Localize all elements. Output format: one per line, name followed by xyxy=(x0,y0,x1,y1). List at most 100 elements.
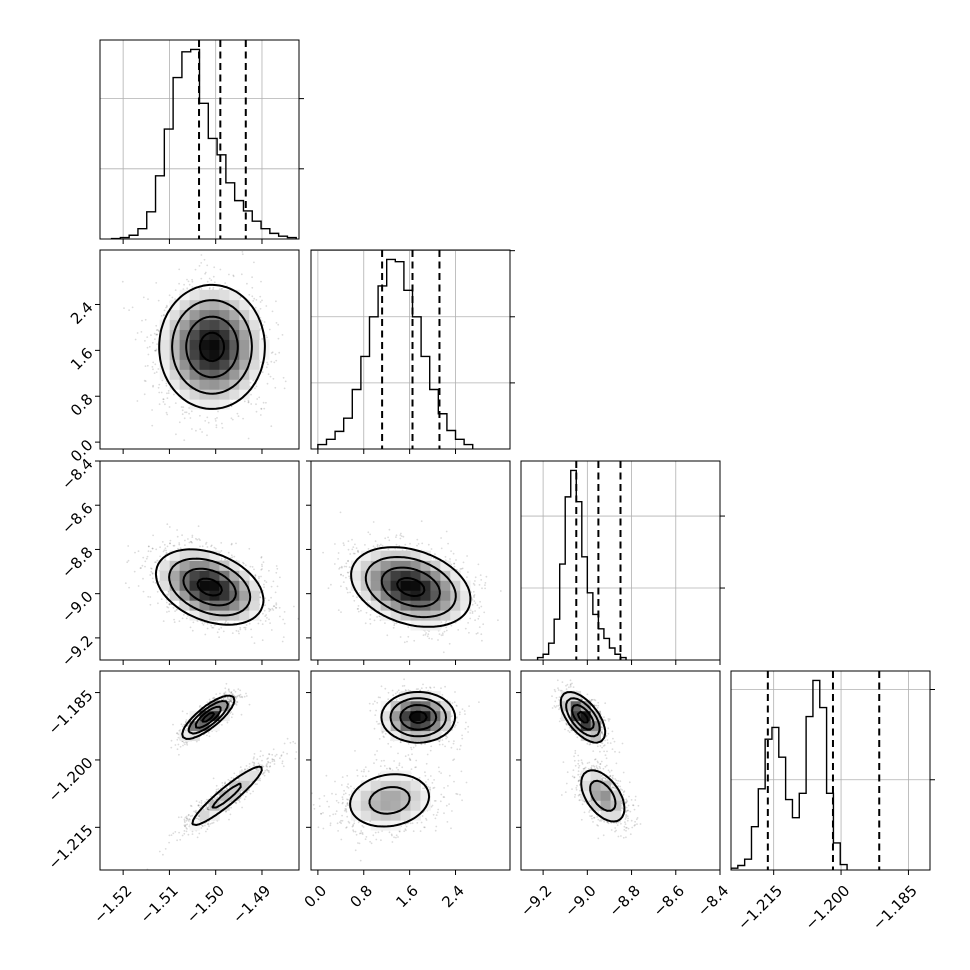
sample-point xyxy=(378,615,381,618)
sample-point xyxy=(282,618,284,621)
sample-point xyxy=(224,282,227,284)
sample-point xyxy=(239,628,242,631)
sample-point xyxy=(274,353,277,356)
density-cell xyxy=(219,289,230,301)
sample-point xyxy=(221,427,224,429)
sample-point xyxy=(260,568,263,571)
sample-point xyxy=(339,566,341,569)
sample-point xyxy=(186,615,189,617)
sample-point xyxy=(473,584,476,586)
sample-point xyxy=(499,590,502,592)
density-cell xyxy=(179,600,190,611)
sample-point xyxy=(388,539,391,542)
sample-point xyxy=(147,353,150,356)
sample-point xyxy=(151,572,154,575)
sample-point xyxy=(150,334,152,336)
sample-point xyxy=(205,541,208,544)
sample-point xyxy=(265,334,267,337)
sample-point xyxy=(248,293,251,296)
sample-point xyxy=(260,319,263,322)
sample-point xyxy=(212,626,215,629)
sample-point xyxy=(167,606,170,609)
sample-point xyxy=(460,567,463,570)
sample-point xyxy=(337,609,340,611)
y-tick-label: −8.6 xyxy=(58,499,96,537)
density-cell xyxy=(209,359,220,370)
sample-point xyxy=(212,275,215,278)
sample-point xyxy=(473,594,476,596)
sample-point xyxy=(166,545,169,548)
sample-point xyxy=(165,551,168,554)
contour-line xyxy=(158,283,266,410)
sample-point xyxy=(151,547,154,550)
sample-point xyxy=(357,549,359,552)
sample-point xyxy=(399,534,402,536)
sample-point xyxy=(250,628,253,631)
sample-point xyxy=(247,437,250,440)
sample-point xyxy=(258,396,261,399)
sample-point xyxy=(152,368,154,371)
sample-point xyxy=(477,563,480,566)
sample-point xyxy=(182,406,185,408)
sample-point xyxy=(257,622,260,625)
sample-point xyxy=(172,544,175,547)
sample-point xyxy=(146,364,149,367)
sample-point xyxy=(267,373,270,376)
sample-point xyxy=(263,321,266,323)
sample-point xyxy=(199,545,201,548)
sample-point xyxy=(466,576,468,578)
sample-point xyxy=(266,361,268,364)
sample-point xyxy=(208,287,211,289)
sample-point xyxy=(175,433,177,436)
density-cell xyxy=(239,359,250,370)
histogram-panel-2 xyxy=(520,460,725,665)
sample-point xyxy=(181,617,184,620)
density-cell xyxy=(209,580,220,591)
sample-point xyxy=(183,439,186,441)
sample-point xyxy=(191,428,193,430)
density-cell xyxy=(239,570,250,581)
sample-point xyxy=(450,563,453,566)
density-cell xyxy=(159,349,171,360)
density-cell xyxy=(189,349,200,360)
sample-point xyxy=(233,555,236,558)
sample-point xyxy=(216,631,219,634)
density-cell xyxy=(229,319,240,330)
sample-point xyxy=(428,630,430,633)
sample-point xyxy=(200,262,203,264)
density-cell xyxy=(219,329,230,340)
sample-point xyxy=(154,582,157,584)
panel-frame xyxy=(310,249,511,450)
sample-point xyxy=(204,633,207,636)
sample-point xyxy=(236,412,239,415)
sample-point xyxy=(230,543,233,546)
sample-point xyxy=(481,639,483,642)
y-tick-label: −9.2 xyxy=(58,632,96,670)
sample-point xyxy=(124,582,127,585)
sample-point xyxy=(156,590,159,593)
sample-point xyxy=(378,544,381,547)
sample-point xyxy=(246,282,248,285)
density-cell xyxy=(249,580,260,591)
sample-point xyxy=(270,352,273,354)
sample-point xyxy=(380,543,382,546)
sample-point xyxy=(185,411,188,414)
sample-point xyxy=(210,545,213,548)
panel-frame xyxy=(730,670,931,871)
sample-point xyxy=(283,611,286,613)
density-cell xyxy=(239,329,250,340)
sample-point xyxy=(219,268,222,271)
sample-point xyxy=(160,315,163,317)
sample-point xyxy=(259,301,262,303)
sample-point xyxy=(235,542,237,545)
sample-point xyxy=(147,545,150,548)
sample-point xyxy=(186,278,188,281)
sample-point xyxy=(171,296,174,299)
density-cell xyxy=(179,339,190,350)
sample-point xyxy=(252,300,255,302)
sample-point xyxy=(243,626,246,629)
sample-point xyxy=(216,417,218,419)
sample-point xyxy=(282,376,285,379)
sample-point xyxy=(231,418,234,421)
sample-point xyxy=(271,351,274,354)
